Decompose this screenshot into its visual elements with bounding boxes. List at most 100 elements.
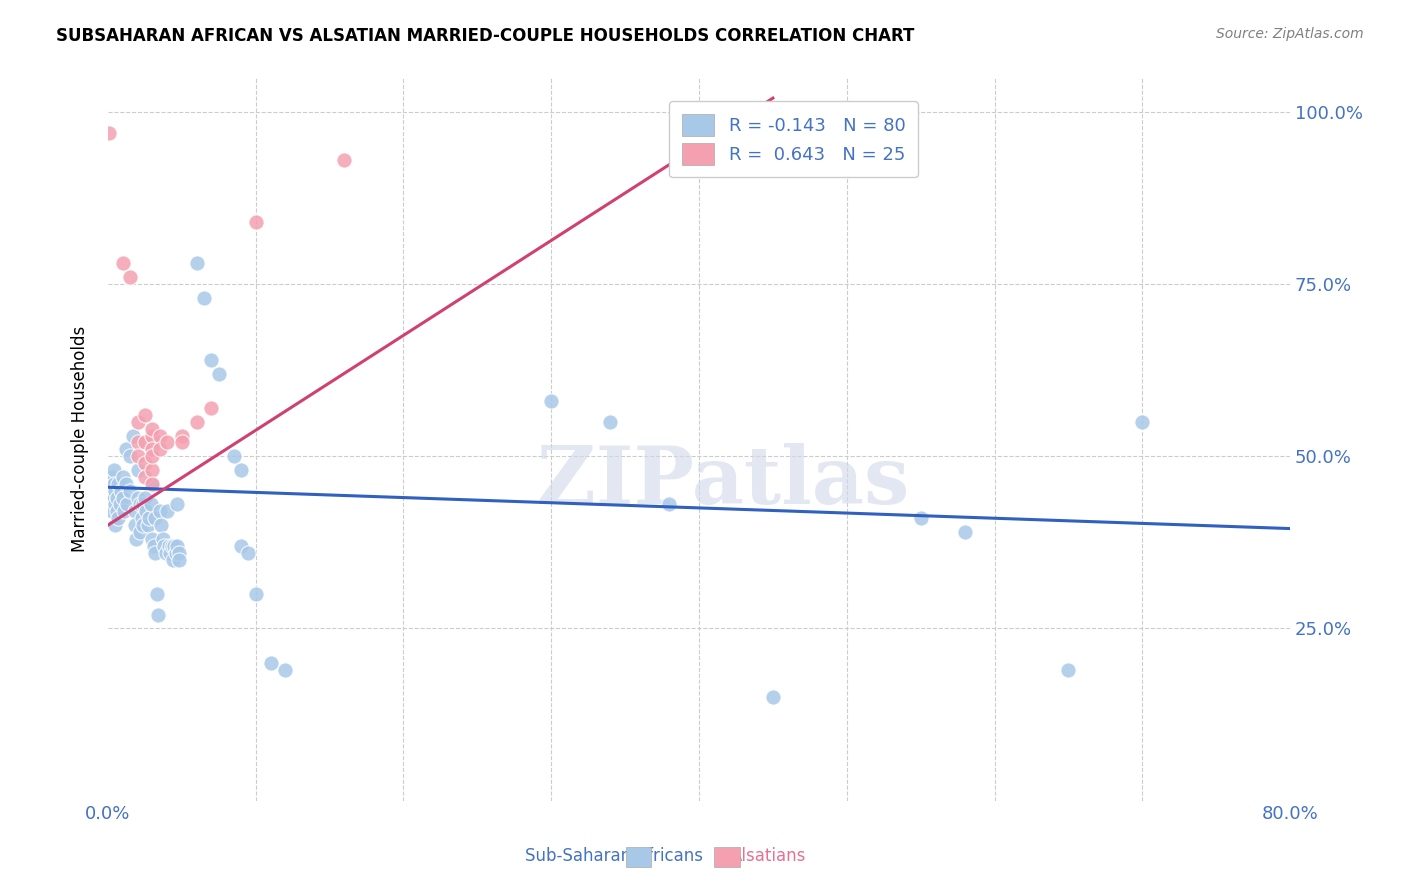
Point [129,524,152,539]
Point [148,607,170,622]
Point [245,587,267,601]
Point [599,415,621,429]
Point [132,498,155,512]
Point [101,504,124,518]
Point [157,539,180,553]
Point [165,546,187,560]
Text: Sub-Saharan Africans: Sub-Saharan Africans [524,847,703,865]
Point [186,256,208,270]
Point [132,518,155,533]
Point [141,442,163,457]
Point [131,511,153,525]
Point [122,428,145,442]
Point [120,483,142,498]
Point [156,435,179,450]
Point [141,476,163,491]
Point [127,435,149,450]
Point [100,498,122,512]
Point [129,498,152,512]
Point [141,532,163,546]
Point [112,504,135,518]
Point [107,476,129,491]
Point [149,428,172,442]
Point [141,463,163,477]
Point [186,415,208,429]
Point [134,456,156,470]
Point [159,546,181,560]
Point [127,463,149,477]
Point [138,511,160,525]
Point [115,498,138,512]
Point [166,539,188,553]
Point [229,539,252,553]
Point [160,539,183,553]
Point [155,546,177,560]
Point [141,476,163,491]
Text: SUBSAHARAN AFRICAN VS ALSATIAN MARRIED-COUPLE HOUSEHOLDS CORRELATION CHART: SUBSAHARAN AFRICAN VS ALSATIAN MARRIED-C… [56,27,915,45]
Point [136,518,159,533]
Point [101,483,124,498]
Text: Alsatians: Alsatians [731,847,807,865]
Point [149,442,172,457]
Point [111,470,134,484]
Point [100,491,122,505]
Point [103,476,125,491]
Point [108,498,131,512]
Point [105,491,128,505]
Point [101,470,124,484]
Point [222,449,245,463]
Point [135,504,157,518]
Point [111,491,134,505]
Point [910,511,932,525]
Point [120,449,142,463]
Point [98,476,121,491]
Point [1057,663,1080,677]
Point [238,546,260,560]
Point [193,291,215,305]
Point [104,483,127,498]
Point [141,422,163,436]
Point [200,352,222,367]
Point [134,470,156,484]
Point [658,498,681,512]
Point [134,435,156,450]
Point [103,463,125,477]
Point [104,498,127,512]
Point [540,394,562,409]
Point [143,511,166,525]
Text: Source: ZipAtlas.com: Source: ZipAtlas.com [1216,27,1364,41]
Point [139,498,162,512]
Point [153,539,176,553]
Point [150,518,173,533]
Point [762,690,785,705]
Point [124,518,146,533]
Point [127,415,149,429]
Point [141,428,163,442]
Point [163,539,186,553]
Y-axis label: Married-couple Households: Married-couple Households [72,326,89,552]
Point [105,504,128,518]
Point [229,463,252,477]
Point [141,449,163,463]
Point [125,532,148,546]
Point [259,656,281,670]
Point [166,498,188,512]
Point [156,504,179,518]
Point [333,153,356,167]
Point [134,408,156,422]
Point [114,476,136,491]
Point [167,546,190,560]
Point [245,215,267,229]
Point [1130,415,1153,429]
Point [149,504,172,518]
Point [143,546,166,560]
Point [170,435,193,450]
Text: ZIPatlas: ZIPatlas [537,443,908,522]
Point [114,442,136,457]
Point [104,518,127,533]
Legend: R = -0.143   N = 80, R =  0.643   N = 25: R = -0.143 N = 80, R = 0.643 N = 25 [669,101,918,178]
Point [134,491,156,505]
Point [111,256,134,270]
Point [127,449,149,463]
Point [200,401,222,415]
